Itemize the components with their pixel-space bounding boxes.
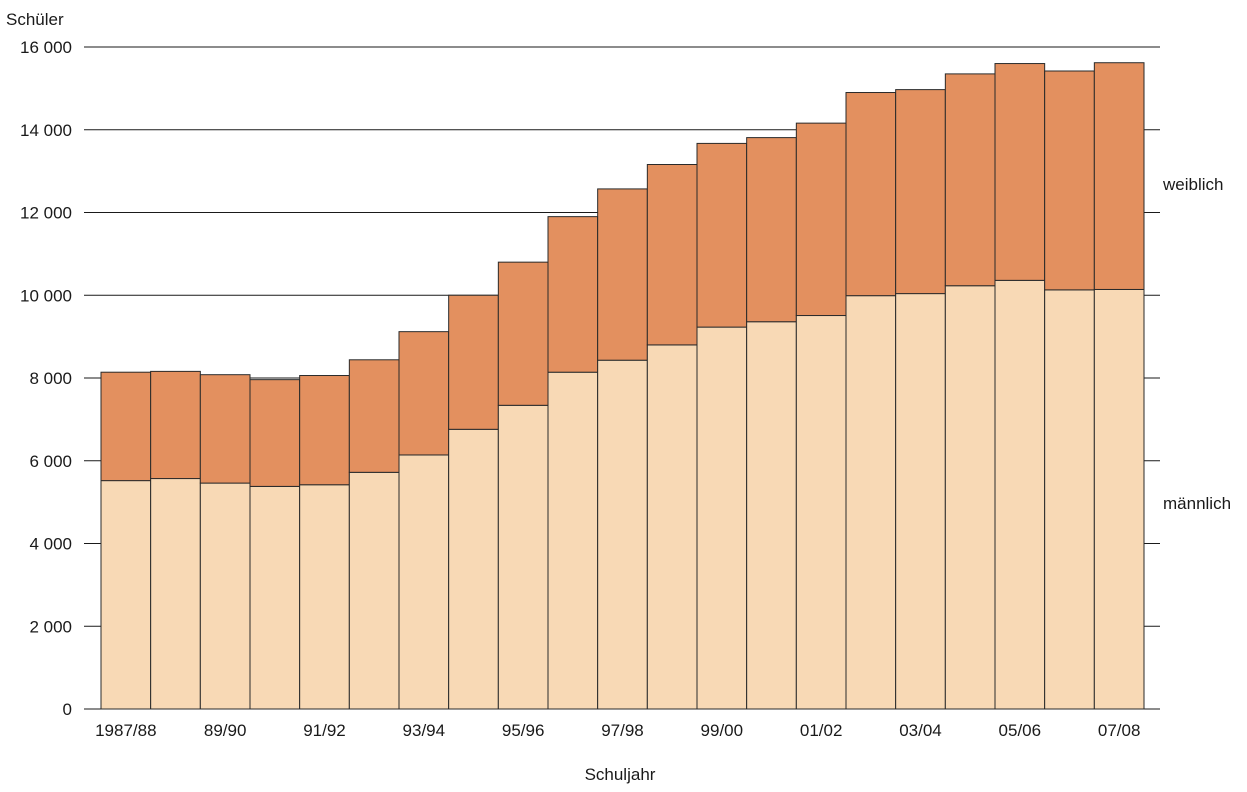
series-label-male: männlich [1163,494,1231,513]
y-axis-title: Schüler [6,10,64,29]
bar-female [597,188,648,361]
x-axis-title: Schuljahr [585,765,656,784]
bar-male [895,293,946,710]
x-tick-label: 91/92 [303,721,346,740]
bar-female [249,379,301,487]
x-tick-label: 97/98 [601,721,644,740]
bars [100,62,1145,710]
bar-female [547,216,599,373]
x-tick-label: 95/96 [502,721,545,740]
bar-female [1093,62,1145,290]
bar-female [348,359,400,473]
bar-male [944,285,996,710]
y-tick-label: 14 000 [20,121,72,140]
y-tick-label: 4 000 [29,535,72,554]
bar-female [944,73,996,287]
series-label-female: weiblich [1162,175,1223,194]
y-tick-label: 12 000 [20,204,72,223]
bar-male [994,279,1046,710]
y-tick-label: 2 000 [29,617,72,636]
bar-female [497,261,549,406]
x-tick-label: 01/02 [800,721,843,740]
bar-male [199,482,251,710]
y-axis-ticks: 0 2 000 4 000 6 000 8 000 10 000 12 000 14 000 1… [20,38,72,719]
bar-female [895,89,946,295]
bar-male [795,315,847,710]
y-tick-label: 8 000 [29,369,72,388]
bar-male [100,480,152,710]
bar-female [199,374,251,484]
bar-female [795,122,847,317]
bar-male [348,471,400,710]
bar-male [845,295,897,710]
bar-male [249,485,301,710]
bar-female [299,375,350,486]
bar-female [845,92,897,297]
bar-female [448,294,499,430]
bar-male [299,484,350,710]
bar-female [646,164,698,346]
bar-male [398,454,450,710]
bar-male [150,478,201,710]
bar-female [398,331,450,456]
x-tick-label: 89/90 [204,721,247,740]
bar-female [100,371,152,482]
bar-male [597,359,648,710]
bar-female [696,142,748,328]
series-labels: weiblich männlich [1162,175,1231,513]
bar-female [994,63,1046,281]
bar-female [1044,70,1095,291]
bar-male [497,404,549,710]
x-tick-label: 05/06 [999,721,1042,740]
x-tick-label: 93/94 [403,721,446,740]
x-tick-label: 07/08 [1098,721,1141,740]
x-tick-label: 99/00 [701,721,744,740]
x-tick-label: 03/04 [899,721,942,740]
y-tick-label: 10 000 [20,286,72,305]
bar-female [150,370,201,480]
bar-male [646,344,698,710]
bar-male [1093,288,1145,710]
x-tick-label: 1987/88 [95,721,156,740]
bar-male [547,371,599,710]
bar-male [696,326,748,710]
x-axis-ticks: 1987/88 89/90 91/92 93/94 95/96 97/98 99/00 01/… [95,721,1140,740]
y-tick-label: 0 [63,700,72,719]
bar-male [746,321,797,710]
y-tick-label: 16 000 [20,38,72,57]
bar-male [448,428,499,710]
bar-female [746,137,797,323]
y-tick-label: 6 000 [29,452,72,471]
bar-male [1044,289,1095,710]
